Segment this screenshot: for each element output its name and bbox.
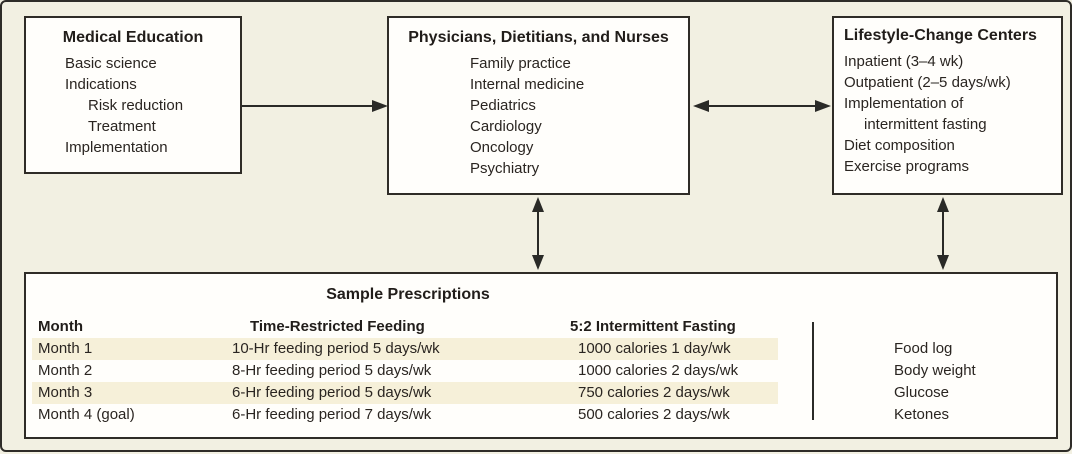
row-month-4-goal: Month 4 (goal) 6-Hr feeding period 7 day… xyxy=(28,404,1054,426)
providers-list: Family practice Internal medicine Pediat… xyxy=(389,53,688,179)
row-month-2: Month 2 8-Hr feeding period 5 days/wk 10… xyxy=(28,360,1054,382)
education-item-risk-reduction: Risk reduction xyxy=(88,97,184,114)
sample-prescriptions-title: Sample Prescriptions xyxy=(326,286,490,303)
providers-title: Physicians, Dietitians, and Nurses xyxy=(408,29,669,46)
medical-education-box: Medical Education Basic science Indicati… xyxy=(24,16,242,174)
sample-prescriptions-box: Sample Prescriptions Month Time-Restrict… xyxy=(24,272,1058,439)
centers-item-intermittent-fasting: intermittent fasting xyxy=(864,116,987,133)
provider-item-family-practice: Family practice xyxy=(470,55,571,72)
centers-item-exercise-programs: Exercise programs xyxy=(844,158,970,175)
providers-box: Physicians, Dietitians, and Nurses Famil… xyxy=(387,16,690,195)
arrow-education-to-providers xyxy=(242,100,388,112)
column-divider xyxy=(812,322,814,420)
centers-item-diet-composition: Diet composition xyxy=(844,137,955,154)
provider-item-internal-medicine: Internal medicine xyxy=(470,76,585,93)
row-highlight xyxy=(32,382,778,404)
row-month-1: Month 1 10-Hr feeding period 5 days/wk 1… xyxy=(28,338,1054,360)
education-item-treatment: Treatment xyxy=(88,118,156,135)
lifestyle-centers-title: Lifestyle-Change Centers xyxy=(844,27,1037,44)
cell-intermittent-fasting: 1000 calories 1 day/wk xyxy=(578,340,731,357)
cell-intermittent-fasting: 1000 calories 2 days/wk xyxy=(578,362,739,379)
cell-monitoring: Glucose xyxy=(894,384,950,401)
cell-intermittent-fasting: 500 calories 2 days/wk xyxy=(578,406,730,423)
provider-item-psychiatry: Psychiatry xyxy=(470,160,540,177)
provider-item-pediatrics: Pediatrics xyxy=(470,97,536,114)
centers-item-outpatient: Outpatient (2–5 days/wk) xyxy=(844,74,1011,91)
column-header-time-restricted-feeding: Time-Restricted Feeding xyxy=(250,318,425,335)
lifestyle-centers-list: Inpatient (3–4 wk) Outpatient (2–5 days/… xyxy=(834,51,1061,177)
cell-month: Month 1 xyxy=(38,340,93,357)
lifestyle-centers-box: Lifestyle-Change Centers Inpatient (3–4 … xyxy=(832,16,1063,195)
arrow-providers-prescriptions-bidirectional xyxy=(532,197,544,270)
row-month-3: Month 3 6-Hr feeding period 5 days/wk 75… xyxy=(28,382,1054,404)
cell-intermittent-fasting: 750 calories 2 days/wk xyxy=(578,384,730,401)
arrow-providers-centers-bidirectional xyxy=(693,100,831,112)
column-header-52-intermittent-fasting: 5:2 Intermittent Fasting xyxy=(570,318,736,335)
column-header-month: Month xyxy=(38,318,83,335)
cell-month: Month 4 (goal) xyxy=(38,406,135,423)
cell-time-restricted: 6-Hr feeding period 5 days/wk xyxy=(232,384,432,401)
medical-education-list: Basic science Indications Risk reduction… xyxy=(26,53,240,158)
cell-monitoring: Food log xyxy=(894,340,953,357)
education-item-implementation: Implementation xyxy=(65,139,168,156)
cell-monitoring: Body weight xyxy=(894,362,976,379)
education-item-indications: Indications xyxy=(65,76,137,93)
cell-time-restricted: 10-Hr feeding period 5 days/wk xyxy=(232,340,440,357)
education-item-basic-science: Basic science xyxy=(65,55,157,72)
cell-monitoring: Ketones xyxy=(894,406,950,423)
cell-month: Month 2 xyxy=(38,362,93,379)
provider-item-cardiology: Cardiology xyxy=(470,118,542,135)
centers-item-implementation-of: Implementation of xyxy=(844,95,964,112)
medical-education-title: Medical Education xyxy=(62,29,204,46)
centers-item-inpatient: Inpatient (3–4 wk) xyxy=(844,53,964,70)
cell-time-restricted: 6-Hr feeding period 7 days/wk xyxy=(232,406,432,423)
provider-item-oncology: Oncology xyxy=(470,139,534,156)
arrow-centers-prescriptions-bidirectional xyxy=(937,197,949,270)
row-highlight xyxy=(32,338,778,360)
cell-time-restricted: 8-Hr feeding period 5 days/wk xyxy=(232,362,432,379)
cell-month: Month 3 xyxy=(38,384,93,401)
